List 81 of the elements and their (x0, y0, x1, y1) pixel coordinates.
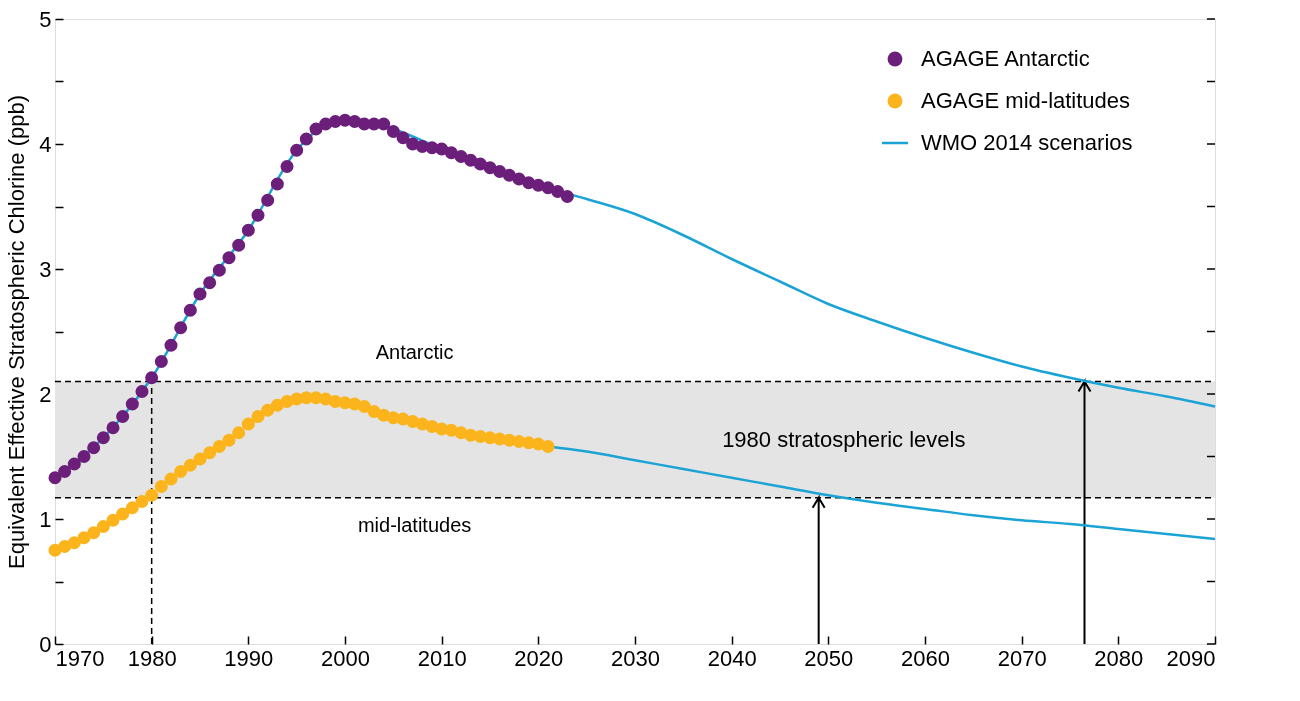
point (96, 519, 110, 534)
point (386, 124, 400, 139)
ref-line-label: Antarctic (375, 341, 454, 364)
ref-line-label: mid-latitudes (357, 513, 472, 536)
point (551, 184, 565, 199)
x-tick-label: 2020 (514, 645, 564, 671)
point (541, 439, 555, 454)
x-tick-label: 2010 (417, 645, 467, 671)
point (251, 208, 265, 222)
point (164, 472, 178, 486)
point (261, 403, 275, 417)
x-tick-label: 2040 (707, 645, 757, 671)
point (154, 479, 168, 494)
point (357, 399, 371, 414)
point (241, 417, 255, 431)
point (125, 501, 139, 515)
point (67, 536, 81, 550)
point (222, 433, 236, 447)
x-tick-label: 1970 (55, 645, 105, 671)
y-axis-title: Equivalent Effective Stratospheric Chlorine (ppb) (4, 94, 30, 570)
point (502, 168, 516, 182)
x-tick-label: 2000 (321, 645, 370, 671)
point (154, 354, 168, 369)
point (193, 287, 207, 301)
point (135, 494, 149, 509)
point (560, 189, 574, 204)
point (280, 159, 294, 174)
point (232, 426, 246, 440)
x-tick-label: 2050 (804, 645, 854, 671)
point (96, 431, 110, 445)
point (203, 276, 217, 290)
point (251, 409, 265, 424)
point (106, 421, 120, 435)
point (222, 251, 236, 265)
point (241, 223, 255, 237)
point (87, 441, 101, 455)
point (77, 449, 91, 464)
point (145, 371, 159, 385)
point (174, 321, 188, 335)
point (203, 446, 217, 460)
x-tick-label: 1980 (127, 645, 177, 671)
point (261, 193, 275, 207)
y-tick-label: 5 (39, 6, 52, 32)
x-tick-label: 1990 (224, 645, 274, 671)
legend-label: AGAGE mid-latitudes (921, 88, 1131, 113)
point (48, 471, 62, 485)
x-tick-label: 2090 (1166, 645, 1216, 671)
point (125, 397, 139, 411)
x-tick-label: 2060 (901, 645, 950, 671)
point (183, 303, 197, 317)
point (87, 526, 101, 540)
legend-label: AGAGE Antarctic (921, 46, 1090, 71)
point (270, 177, 284, 191)
point (290, 143, 304, 157)
point (116, 409, 130, 424)
point (464, 153, 478, 167)
y-tick-label: 1 (39, 506, 52, 532)
y-tick-label: 4 (39, 131, 52, 157)
x-tick-label: 2030 (611, 645, 660, 671)
point (67, 457, 81, 471)
y-tick-label: 3 (39, 256, 52, 282)
x-tick-label: 2080 (1094, 645, 1144, 671)
point (396, 131, 410, 145)
point (377, 117, 391, 131)
point (212, 439, 226, 454)
point (145, 488, 159, 502)
point (183, 458, 197, 472)
y-tick-label: 0 (39, 631, 52, 657)
y-tick-label: 2 (39, 381, 52, 407)
point (174, 464, 188, 479)
x-tick-label: 2070 (997, 645, 1047, 671)
point (106, 513, 120, 527)
point (232, 238, 246, 252)
point (135, 384, 149, 399)
legend-label: WMO 2014 scenarios (921, 130, 1133, 155)
point (116, 507, 130, 521)
band-label: 1980 stratospheric levels (722, 426, 966, 452)
point (299, 132, 313, 146)
point (164, 338, 178, 352)
point (58, 464, 72, 479)
point (212, 263, 226, 277)
